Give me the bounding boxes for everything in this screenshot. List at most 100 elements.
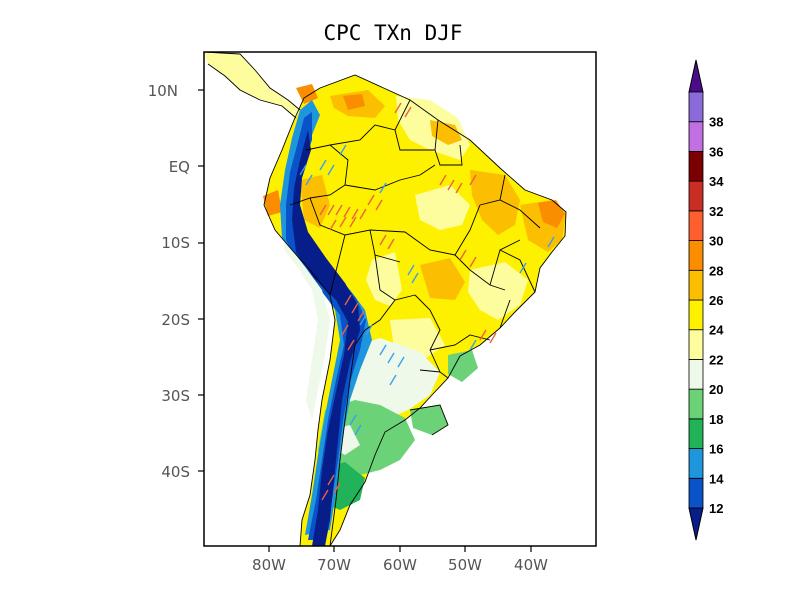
hatch-mark bbox=[339, 144, 347, 156]
coast-strip-pale bbox=[284, 240, 330, 420]
hatch-mark bbox=[439, 174, 447, 186]
hatch-mark bbox=[469, 256, 477, 268]
colorbar-swatch bbox=[688, 448, 704, 479]
hatch-mark bbox=[344, 294, 352, 306]
colorbar-swatch bbox=[688, 151, 704, 182]
hatch-mark bbox=[299, 164, 307, 176]
hatch-mark bbox=[357, 310, 365, 322]
hatch-mark bbox=[327, 474, 335, 486]
hatch-mark bbox=[349, 216, 357, 228]
hatch-mark bbox=[351, 208, 359, 220]
hatch-mark bbox=[447, 179, 455, 191]
continent-fill bbox=[204, 52, 566, 546]
lat-label-10n: 10N bbox=[148, 82, 178, 100]
colorbar-swatch bbox=[688, 388, 704, 420]
colorbar-swatch bbox=[688, 418, 704, 449]
andes-deep-blue bbox=[292, 130, 360, 546]
hatch-mark bbox=[335, 204, 343, 216]
lat-label-30s: 30S bbox=[161, 387, 190, 405]
hatch-mark bbox=[333, 482, 341, 494]
lon-label-70w: 70W bbox=[317, 556, 351, 574]
hatch-mark bbox=[319, 204, 327, 216]
colorbar-label: 38 bbox=[709, 115, 723, 130]
hatch-mark bbox=[351, 302, 359, 314]
region-orange-2 bbox=[296, 84, 318, 104]
hatch-mark bbox=[329, 219, 337, 231]
lat-label-20s: 20S bbox=[161, 311, 190, 329]
lon-label-50w: 50W bbox=[448, 556, 482, 574]
region-light-yellow-4 bbox=[468, 262, 528, 320]
colorbar-swatch bbox=[688, 121, 704, 152]
colorbar-label: 20 bbox=[709, 382, 723, 397]
hatch-mark bbox=[489, 332, 497, 344]
longitude-axis: 80W 70W 60W 50W 40W bbox=[252, 546, 548, 574]
hatch-mark bbox=[305, 174, 313, 186]
lon-label-80w: 80W bbox=[252, 556, 286, 574]
colorbar-label: 22 bbox=[709, 352, 723, 367]
region-light-yellow-3 bbox=[366, 252, 402, 306]
hatch-mark bbox=[359, 208, 367, 220]
hatch-mark bbox=[354, 424, 362, 436]
colorbar-label: 30 bbox=[709, 234, 723, 249]
colorbar-swatch bbox=[688, 477, 704, 509]
hatch-mark bbox=[359, 314, 367, 326]
hatch-mark bbox=[394, 102, 402, 114]
colorbar-swatch bbox=[688, 240, 704, 271]
region-orange-1 bbox=[538, 200, 565, 228]
hatch-mark bbox=[367, 194, 375, 206]
significance-hatching bbox=[299, 102, 555, 501]
colorbar-label: 34 bbox=[709, 174, 724, 189]
lat-label-eq: EQ bbox=[169, 158, 190, 176]
hatch-mark bbox=[411, 272, 419, 284]
map-title: CPC TXn DJF bbox=[323, 21, 462, 45]
region-gold-6 bbox=[430, 120, 462, 145]
hatch-mark bbox=[459, 249, 467, 261]
colorbar-label: 18 bbox=[709, 412, 723, 427]
hatch-mark bbox=[327, 204, 335, 216]
region-light-yellow-2 bbox=[415, 185, 470, 230]
hatch-mark bbox=[321, 489, 329, 501]
lat-label-40s: 40S bbox=[161, 463, 190, 481]
colorbar-low-arrow bbox=[688, 507, 704, 541]
colorbar-label: 24 bbox=[709, 323, 724, 338]
colorbar-label: 28 bbox=[709, 263, 723, 278]
colorbar-swatch bbox=[688, 299, 704, 331]
hatch-mark bbox=[379, 182, 387, 194]
country-borders bbox=[204, 52, 567, 546]
hatch-mark bbox=[319, 159, 327, 171]
region-light-green-east bbox=[448, 350, 478, 382]
region-gold-5 bbox=[300, 175, 330, 228]
hatch-mark bbox=[389, 374, 397, 386]
hatch-mark bbox=[407, 264, 415, 276]
colorbar-label: 12 bbox=[709, 501, 723, 516]
hatch-mark bbox=[397, 356, 405, 368]
hatch-mark bbox=[347, 339, 355, 351]
hatch-mark bbox=[455, 182, 463, 194]
hatch-mark bbox=[469, 174, 477, 186]
colorbar-swatch bbox=[688, 269, 704, 301]
map-area bbox=[204, 52, 596, 546]
colorbar-label: 32 bbox=[709, 204, 723, 219]
hatch-mark bbox=[349, 414, 357, 426]
hatch-mark bbox=[519, 262, 527, 274]
lon-label-60w: 60W bbox=[383, 556, 417, 574]
hatch-mark bbox=[379, 234, 387, 246]
hatch-mark bbox=[547, 236, 555, 248]
hatch-mark bbox=[387, 352, 395, 364]
colorbar-high-arrow bbox=[688, 59, 704, 93]
colorbar-swatch bbox=[688, 210, 704, 241]
lon-label-40w: 40W bbox=[514, 556, 548, 574]
colorbar-swatch bbox=[688, 329, 704, 360]
colorbar-swatch bbox=[688, 91, 704, 123]
hatch-mark bbox=[387, 238, 395, 250]
central-america bbox=[204, 52, 300, 118]
colorbar-label: 14 bbox=[709, 471, 724, 486]
latitude-axis: 10N EQ 10S 20S 30S 40S bbox=[148, 82, 204, 481]
hatch-mark bbox=[327, 164, 335, 176]
hatch-mark bbox=[379, 344, 387, 356]
region-gold-2 bbox=[470, 170, 520, 235]
hatch-mark bbox=[469, 339, 477, 351]
hatch-mark bbox=[343, 206, 351, 218]
hatch-mark bbox=[479, 329, 487, 341]
region-orange-3 bbox=[343, 94, 365, 110]
